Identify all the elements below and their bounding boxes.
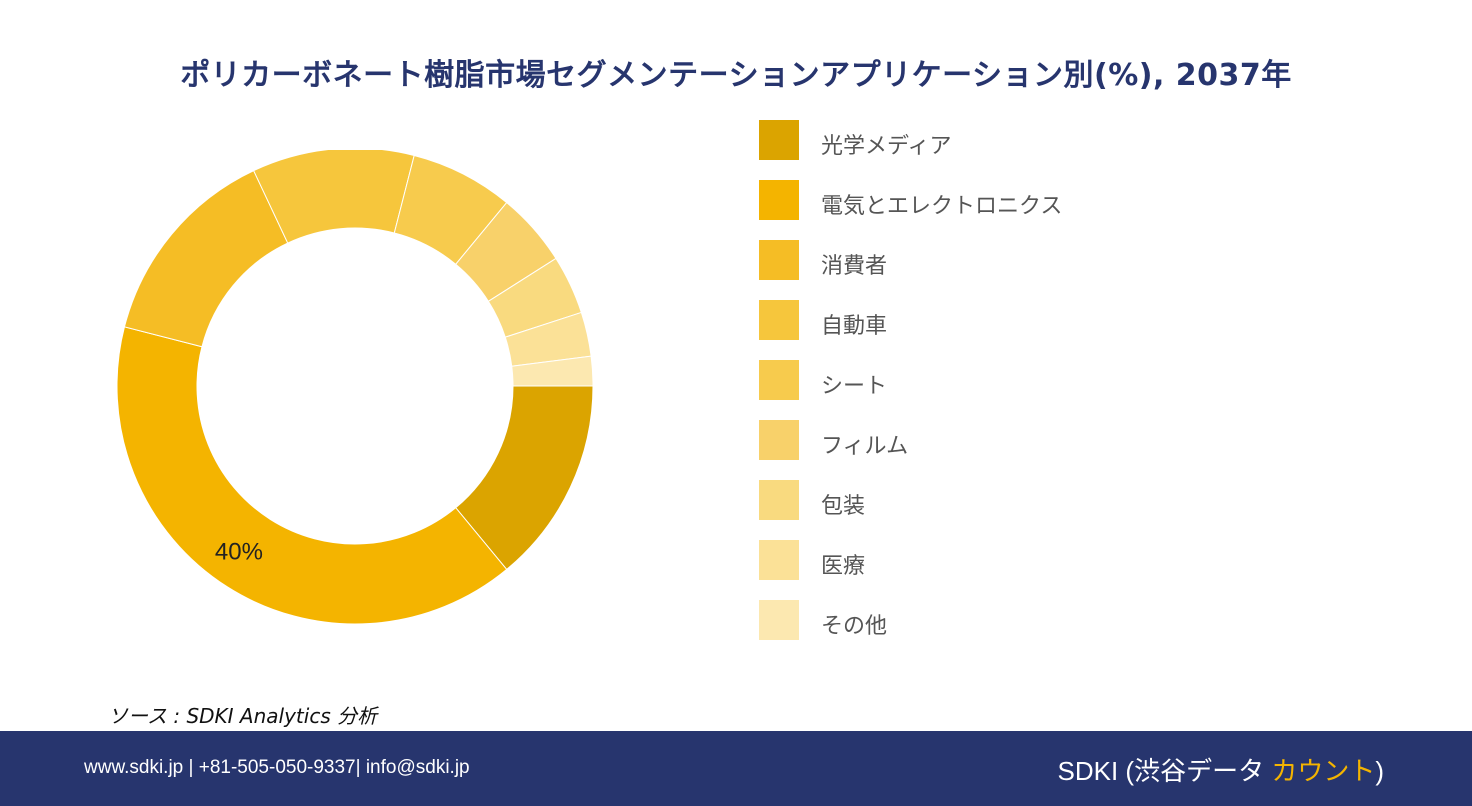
legend-item-sheet: シート <box>759 360 1179 400</box>
footer-bar: www.sdki.jp | +81-505-050-9337| info@sdk… <box>0 731 1472 806</box>
legend-item-other: その他 <box>759 600 1179 640</box>
legend-swatch <box>759 600 799 640</box>
legend-swatch <box>759 480 799 520</box>
legend-swatch <box>759 540 799 580</box>
legend-swatch <box>759 240 799 280</box>
legend-label: その他 <box>821 614 888 639</box>
legend-item-optical-media: 光学メディア <box>759 120 1179 160</box>
brand-prefix: SDKI (渋谷データ <box>1057 756 1272 786</box>
legend-label: 消費者 <box>821 254 888 279</box>
legend-item-electrical-electronics: 電気とエレクトロニクス <box>759 180 1179 220</box>
data-label-electrical-electronics: 40% <box>215 539 263 566</box>
legend-label: 包装 <box>821 494 866 519</box>
brand-accent: カウント <box>1271 756 1376 786</box>
legend-label: シート <box>821 374 888 399</box>
legend-swatch <box>759 300 799 340</box>
donut-slice-electrical-electronics <box>116 326 508 625</box>
legend-swatch <box>759 120 799 160</box>
chart-title: ポリカーボネート樹脂市場セグメンテーションアプリケーション別(%), 2037年 <box>180 58 1292 93</box>
donut-chart: 40% <box>116 150 594 625</box>
donut-slice-other <box>511 355 594 387</box>
brand-suffix: ) <box>1375 756 1384 786</box>
legend-item-film: フィルム <box>759 420 1179 460</box>
legend-item-automotive: 自動車 <box>759 300 1179 340</box>
legend-label: 医療 <box>821 554 866 579</box>
legend-item-medical: 医療 <box>759 540 1179 580</box>
legend-label: 電気とエレクトロニクス <box>821 194 1063 219</box>
source-note: ソース : SDKI Analytics 分析 <box>108 704 378 728</box>
legend-item-packaging: 包装 <box>759 480 1179 520</box>
legend-swatch <box>759 360 799 400</box>
donut-slice-consumer <box>123 169 289 348</box>
legend-label: 自動車 <box>821 314 888 339</box>
legend-label: フィルム <box>821 434 909 459</box>
footer-brand: SDKI (渋谷データ カウント) <box>1058 751 1384 788</box>
footer-contact: www.sdki.jp | +81-505-050-9337| info@sdk… <box>84 757 470 778</box>
legend-label: 光学メディア <box>821 134 952 159</box>
legend-swatch <box>759 180 799 220</box>
legend-swatch <box>759 420 799 460</box>
legend-item-consumer: 消費者 <box>759 240 1179 280</box>
